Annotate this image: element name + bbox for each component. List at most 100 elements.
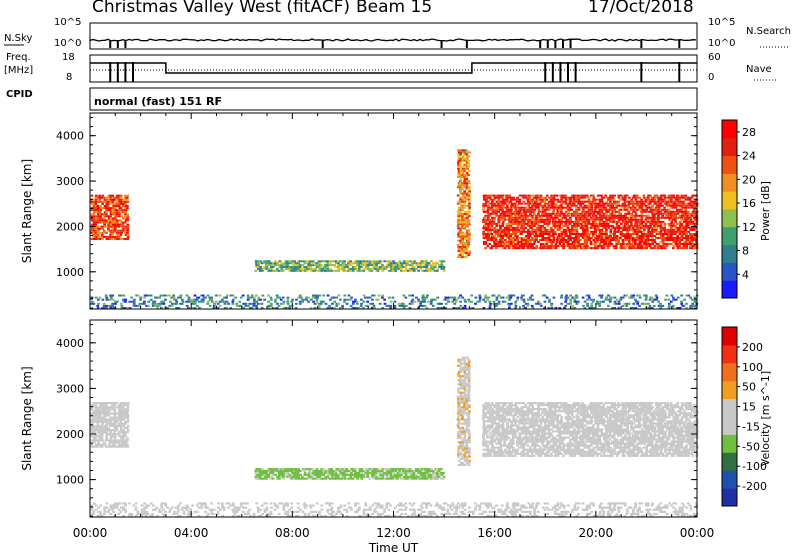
echo-cell xyxy=(461,412,464,415)
colorbar-tick-label: 20 xyxy=(742,173,756,186)
echo-cell xyxy=(442,269,446,272)
echo-cell xyxy=(649,210,652,213)
echo-cell xyxy=(545,214,549,217)
echo-cell xyxy=(657,304,661,307)
echo-cell xyxy=(482,210,486,213)
echo-cell xyxy=(284,266,288,268)
echo-cell xyxy=(390,269,393,272)
echo-cell xyxy=(398,266,402,268)
echo-cell xyxy=(586,245,589,248)
echo-cell xyxy=(288,269,292,272)
echo-cell xyxy=(684,194,688,197)
echo-cell xyxy=(463,192,466,195)
echo-cell xyxy=(514,302,517,305)
echo-cell xyxy=(492,220,496,223)
echo-cell xyxy=(373,470,377,473)
echo-cell xyxy=(573,239,576,241)
echo-cell xyxy=(606,196,610,199)
echo-cell xyxy=(572,228,576,231)
echo-cell xyxy=(487,235,490,237)
echo-cell xyxy=(504,194,507,197)
echo-cell xyxy=(464,237,467,240)
echo-cell xyxy=(655,194,659,197)
echo-cell xyxy=(678,220,682,223)
echo-cell xyxy=(465,151,469,154)
echo-cell xyxy=(640,302,644,305)
echo-cell xyxy=(257,471,261,474)
echo-cell xyxy=(459,151,463,154)
echo-cell xyxy=(686,210,690,213)
echo-cell xyxy=(503,216,507,219)
echo-cell xyxy=(611,216,614,219)
echo-cell xyxy=(678,196,681,199)
echo-cell xyxy=(429,269,433,272)
echo-cell xyxy=(187,307,190,309)
echo-cell xyxy=(297,475,300,478)
echo-cell xyxy=(546,206,549,209)
noise-tick-bottom-right: 10^0 xyxy=(708,38,736,49)
echo-cell xyxy=(212,307,216,309)
echo-cell xyxy=(474,296,478,299)
echo-cell xyxy=(493,196,497,199)
echo-cell xyxy=(484,243,488,245)
echo-cell xyxy=(625,302,629,305)
echo-cell xyxy=(320,302,323,305)
echo-cell xyxy=(668,204,672,207)
echo-cell xyxy=(631,239,635,241)
echo-cell xyxy=(596,228,600,231)
echo-cell xyxy=(484,194,488,197)
echo-cell xyxy=(663,200,667,203)
echo-cell xyxy=(609,212,612,215)
echo-cell xyxy=(665,245,669,248)
echo-cell xyxy=(524,216,528,219)
echo-cell xyxy=(123,207,127,210)
echo-cell xyxy=(581,202,585,205)
echo-cell xyxy=(507,247,511,250)
echo-cell xyxy=(632,210,635,213)
echo-cell xyxy=(242,302,246,305)
echo-cell xyxy=(665,294,669,297)
echo-cell xyxy=(640,214,644,217)
echo-cell xyxy=(600,224,604,227)
echo-cell xyxy=(657,245,661,248)
echo-cell xyxy=(328,470,332,473)
echo-cell xyxy=(628,218,632,221)
echo-cell xyxy=(119,202,123,205)
echo-cell xyxy=(598,294,601,297)
echo-cell xyxy=(564,235,567,237)
echo-cell xyxy=(421,296,424,299)
echo-cell xyxy=(459,364,462,367)
echo-cell xyxy=(402,269,405,272)
echo-cell xyxy=(645,214,649,217)
echo-cell xyxy=(326,264,330,267)
echo-cell xyxy=(487,214,490,217)
echo-cell xyxy=(507,196,511,199)
echo-cell xyxy=(555,222,559,225)
y-tick-label: 4000 xyxy=(56,130,84,143)
echo-cell xyxy=(463,206,467,209)
echo-cell xyxy=(676,212,680,215)
echo-cell xyxy=(536,194,540,197)
echo-cell xyxy=(124,233,128,236)
echo-cell xyxy=(678,243,682,245)
echo-cell xyxy=(657,220,661,223)
echo-cell xyxy=(693,228,696,231)
echo-cell xyxy=(680,214,684,217)
echo-cell xyxy=(625,233,629,235)
echo-cell xyxy=(320,477,324,480)
echo-cell xyxy=(113,225,117,228)
echo-cell xyxy=(391,471,395,474)
echo-cell xyxy=(349,473,352,476)
echo-cell xyxy=(573,237,577,239)
echo-cell xyxy=(427,262,431,265)
echo-cell xyxy=(113,424,117,427)
echo-cell xyxy=(634,245,637,248)
echo-cell xyxy=(549,239,553,241)
echo-cell xyxy=(419,477,422,480)
echo-cell xyxy=(640,247,644,250)
echo-cell xyxy=(101,298,105,301)
echo-cell xyxy=(684,218,688,221)
echo-cell xyxy=(602,247,606,250)
freq-trace xyxy=(90,62,697,74)
echo-cell xyxy=(531,298,534,301)
